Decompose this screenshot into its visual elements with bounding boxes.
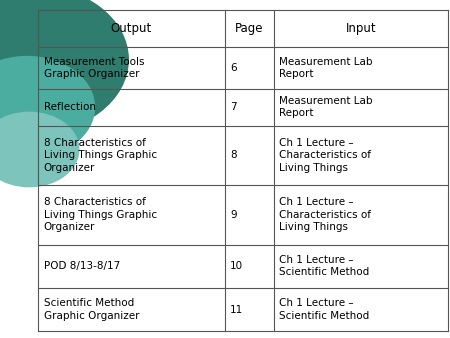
Text: 10: 10 (230, 261, 243, 271)
Text: 7: 7 (230, 102, 237, 112)
Circle shape (0, 112, 79, 187)
Text: 8 Characteristics of
Living Things Graphic
Organizer: 8 Characteristics of Living Things Graph… (44, 138, 157, 173)
Circle shape (0, 56, 94, 158)
Text: 8: 8 (230, 150, 237, 161)
Text: 6: 6 (230, 63, 237, 73)
Text: Scientific Method
Graphic Organizer: Scientific Method Graphic Organizer (44, 298, 139, 321)
Text: Ch 1 Lecture –
Characteristics of
Living Things: Ch 1 Lecture – Characteristics of Living… (279, 197, 371, 232)
Text: POD 8/13-8/17: POD 8/13-8/17 (44, 261, 120, 271)
Text: Output: Output (111, 22, 152, 35)
Text: Measurement Lab
Report: Measurement Lab Report (279, 57, 373, 79)
Text: Input: Input (346, 22, 376, 35)
Text: Ch 1 Lecture –
Characteristics of
Living Things: Ch 1 Lecture – Characteristics of Living… (279, 138, 371, 173)
Text: 8 Characteristics of
Living Things Graphic
Organizer: 8 Characteristics of Living Things Graph… (44, 197, 157, 232)
Text: Reflection: Reflection (44, 102, 96, 112)
Text: Measurement Lab
Report: Measurement Lab Report (279, 96, 373, 119)
Text: Measurement Tools
Graphic Organizer: Measurement Tools Graphic Organizer (44, 57, 144, 79)
Text: 9: 9 (230, 210, 237, 220)
Text: Page: Page (235, 22, 263, 35)
Text: Ch 1 Lecture –
Scientific Method: Ch 1 Lecture – Scientific Method (279, 255, 369, 277)
Text: 11: 11 (230, 305, 243, 315)
Text: Ch 1 Lecture –
Scientific Method: Ch 1 Lecture – Scientific Method (279, 298, 369, 321)
Circle shape (0, 0, 128, 134)
